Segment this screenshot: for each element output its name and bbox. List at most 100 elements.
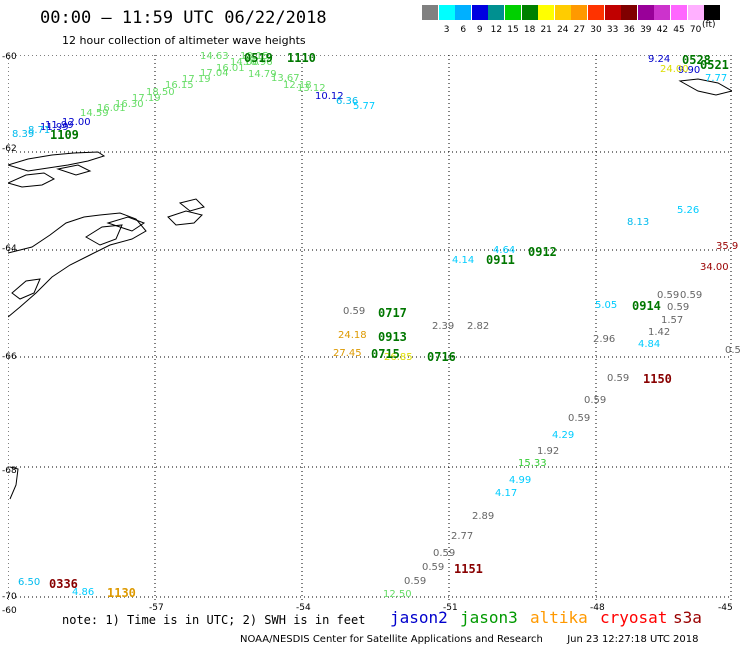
scale-swatch	[604, 5, 621, 20]
wave-height-label: 4.64	[493, 245, 516, 256]
wave-height-label: 11.99	[40, 122, 69, 133]
wave-height-label: 18.15	[240, 51, 269, 62]
wave-height-label: 0.59	[568, 413, 591, 424]
map-title: 00:00 — 11:59 UTC 06/22/2018	[40, 8, 327, 28]
coastlines	[8, 78, 732, 500]
scale-swatch	[471, 5, 488, 20]
footer-source: NOAA/NESDIS Center for Satellite Applica…	[240, 634, 543, 645]
wave-height-label: 14.63	[200, 51, 229, 62]
lat-label: -66	[2, 352, 17, 362]
wave-height-label: 8.13	[627, 217, 650, 228]
scale-label: 27	[573, 25, 586, 35]
footer-text: NOAA/NESDIS Center for Satellite Applica…	[240, 634, 698, 645]
wave-height-label: 0.59	[657, 290, 680, 301]
wave-height-label: 12.00	[62, 117, 91, 128]
wave-height-label: 11.99	[45, 120, 74, 131]
wave-height-label: 17.19	[182, 74, 211, 85]
wave-height-label: 18.50	[146, 87, 175, 98]
pass-time-label: 1110	[287, 51, 316, 65]
wave-height-label: 2.82	[467, 321, 490, 332]
wave-height-label: 1.92	[537, 446, 560, 457]
wave-height-label: 14.79	[248, 69, 277, 80]
scale-swatch	[621, 5, 638, 20]
scale-label: 18	[523, 25, 536, 35]
wave-height-label: 16.30	[115, 99, 144, 110]
scale-swatch	[538, 5, 555, 20]
wave-height-label: 16.15	[165, 80, 194, 91]
wave-height-label: 4.99	[509, 475, 532, 486]
lon-label: -57	[149, 603, 164, 613]
scale-swatch	[521, 5, 538, 20]
wave-height-label: 34.00	[700, 262, 729, 273]
coast-island-a	[8, 172, 56, 188]
wave-height-label: 16.01	[97, 103, 126, 114]
pass-time-label: 0336	[49, 577, 78, 591]
lon-label: -45	[718, 603, 733, 613]
pass-time-label: 0911	[486, 253, 515, 267]
scale-swatch	[488, 5, 505, 20]
wave-height-label: 6.50	[18, 577, 41, 588]
wave-height-label: 12.18	[283, 80, 312, 91]
map-frame	[8, 55, 732, 600]
pass-time-label: 0528	[682, 53, 711, 67]
scale-label: 42	[656, 25, 669, 35]
coast-shetland-strip	[8, 151, 106, 172]
wave-height-label: 5.77	[353, 101, 376, 112]
wave-height-label: 5.05	[595, 300, 618, 311]
wave-height-label: 13.12	[297, 83, 326, 94]
lat-label: -62	[2, 144, 17, 154]
wave-height-label: 2.89	[472, 511, 495, 522]
scale-label: 12	[490, 25, 503, 35]
lon-label: -51	[443, 603, 458, 613]
wave-height-label: 17.19	[132, 93, 161, 104]
scale-swatch	[588, 5, 604, 20]
lat-label: -70	[2, 592, 17, 602]
scale-label: 21	[540, 25, 552, 35]
wave-height-label: 1.42	[648, 327, 671, 338]
wave-height-label: 9.90	[678, 65, 701, 76]
wave-height-label: 0.59	[422, 562, 445, 573]
scale-label: 30	[590, 25, 602, 35]
scale-swatch	[654, 5, 671, 20]
wave-height-label: 26.85	[384, 352, 413, 363]
lat-label: -60	[2, 52, 17, 62]
scale-swatch	[505, 5, 521, 20]
scale-swatch	[455, 5, 472, 20]
scale-label: 39	[640, 25, 652, 35]
wave-height-label: 2.39	[432, 321, 455, 332]
lat-label: -68	[2, 466, 17, 476]
coast-island-f	[167, 210, 203, 226]
wave-height-label: 0.59	[607, 373, 630, 384]
scale-swatch	[637, 5, 654, 20]
pass-time-label: 0717	[378, 306, 407, 320]
pass-time-label: 0914	[632, 299, 661, 313]
coast-island-e	[106, 216, 146, 232]
lat-label: -64	[2, 244, 17, 254]
wave-height-label: 2.77	[451, 531, 474, 542]
coast-island-b	[56, 164, 92, 176]
wave-height-label: 0.59	[404, 576, 427, 587]
wave-height-label: 4.29	[552, 430, 575, 441]
wave-height-label: 9.24	[648, 54, 671, 65]
wave-height-label: 7.77	[705, 73, 728, 84]
wave-height-label: 4.84	[638, 339, 661, 350]
wave-height-label: 0.59	[343, 306, 366, 317]
scale-label: 15	[507, 25, 519, 35]
coast-island-c	[11, 278, 41, 300]
scale-swatch	[554, 5, 571, 20]
pass-time-label: 1130	[107, 586, 136, 600]
scale-label: 70	[689, 25, 702, 35]
wave-height-label: 12.50	[383, 589, 412, 600]
wave-height-label: 0.59	[433, 548, 456, 559]
wave-height-label: 4.86	[72, 587, 95, 598]
pass-time-label: 0912	[528, 245, 557, 259]
coast-sandwich	[678, 78, 732, 96]
legend-jason3: jason3	[460, 608, 518, 627]
pass-time-label: 0519	[244, 51, 273, 65]
pass-time-label: 1151	[454, 562, 483, 576]
wave-height-label: 17.04	[200, 68, 229, 79]
wave-height-label: 0.59	[680, 290, 703, 301]
coast-islet	[9, 466, 19, 500]
wave-height-label: 4.14	[452, 255, 475, 266]
